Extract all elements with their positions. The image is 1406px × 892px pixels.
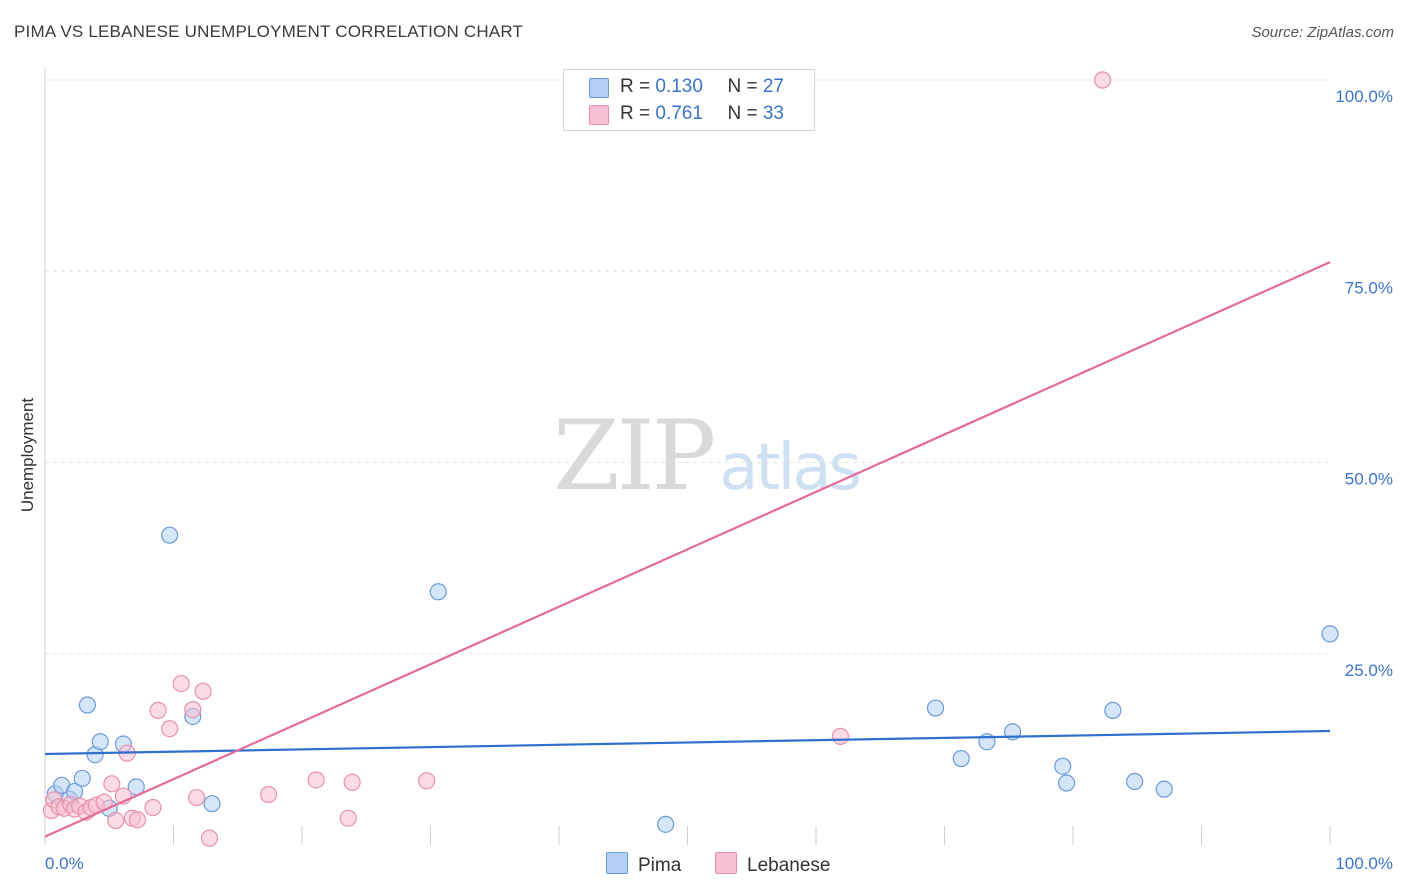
lebanese-point — [259, 785, 278, 804]
axes — [44, 68, 1331, 845]
legend-pima-swatch — [606, 852, 628, 874]
pima-point — [926, 699, 945, 717]
lebanese-r-value: 0.761 — [655, 103, 703, 124]
lebanese-r-label: R = — [620, 103, 656, 124]
lebanese-points — [42, 71, 1112, 847]
pima-point — [161, 526, 179, 544]
lebanese-point — [107, 811, 125, 830]
pima-n-label: N = — [727, 76, 763, 97]
pima-point — [952, 749, 970, 768]
y-axis-label: Unemployment — [18, 397, 37, 513]
lebanese-point — [144, 798, 162, 817]
pima-point — [1126, 772, 1144, 791]
lebanese-point — [188, 788, 206, 807]
pima-points — [46, 526, 1339, 833]
legend-lebanese-label: Lebanese — [747, 855, 831, 876]
pima-point — [657, 815, 675, 833]
y-tick-label: 50.0% — [1345, 470, 1393, 489]
legend-lebanese-swatch — [715, 852, 737, 874]
lebanese-point — [343, 773, 361, 791]
pima-point — [73, 769, 91, 788]
pima-point — [91, 733, 109, 751]
pima-point — [1321, 625, 1339, 643]
lebanese-point — [339, 809, 357, 827]
lebanese-point — [103, 775, 121, 793]
lebanese-point — [184, 700, 202, 719]
pima-point — [203, 795, 221, 813]
trend-lines — [44, 261, 1331, 838]
pima-point — [1104, 701, 1122, 719]
lebanese-point — [200, 829, 219, 847]
correlation-box: R = 0.130 N = 27 R = 0.761 N = 33 — [563, 69, 815, 131]
pima-point — [1057, 774, 1076, 792]
y-tick-label: 75.0% — [1345, 278, 1393, 297]
lebanese-point — [149, 701, 167, 719]
lebanese-trend-line — [44, 261, 1331, 838]
lebanese-point — [418, 772, 436, 790]
source-label: Source: ZipAtlas.com — [1251, 24, 1394, 41]
watermark-atlas: atlas — [719, 431, 862, 505]
x-tick-label: 100.0% — [1335, 854, 1393, 873]
gridlines — [45, 79, 1330, 655]
pima-r-value: 0.130 — [655, 76, 703, 97]
lebanese-n-value: 33 — [762, 103, 784, 124]
lebanese-n-label: N = — [727, 103, 763, 124]
lebanese-point — [307, 771, 325, 789]
watermark-zip: ZIP — [553, 400, 716, 512]
lebanese-point — [194, 682, 212, 700]
legend-item-pima[interactable]: Pima — [606, 852, 681, 877]
lebanese-point — [1093, 71, 1112, 89]
pima-n-value: 27 — [762, 76, 784, 97]
pima-r-label: R = — [620, 76, 656, 97]
lebanese-point — [172, 674, 190, 693]
tick-labels: 25.0% 50.0% 75.0% 100.0% 0.0% 100.0% — [45, 87, 1393, 873]
x-tick-label: 0.0% — [45, 854, 84, 873]
y-tick-label: 100.0% — [1335, 87, 1393, 106]
watermark: ZIPatlas — [553, 400, 862, 512]
pima-point — [429, 583, 447, 601]
legend-item-lebanese[interactable]: Lebanese — [715, 852, 830, 877]
legend-pima-label: Pima — [638, 855, 682, 876]
pima-swatch — [589, 78, 609, 98]
pima-trend-line — [44, 729, 1331, 756]
lebanese-point — [831, 727, 850, 745]
pima-point — [1054, 757, 1072, 775]
lebanese-swatch — [589, 105, 609, 125]
lebanese-point — [128, 811, 147, 829]
pima-point — [1155, 780, 1173, 798]
y-tick-label: 25.0% — [1345, 661, 1393, 680]
lebanese-point — [161, 720, 179, 738]
pima-point — [78, 696, 97, 714]
chart-title: PIMA VS LEBANESE UNEMPLOYMENT CORRELATIO… — [14, 22, 524, 41]
